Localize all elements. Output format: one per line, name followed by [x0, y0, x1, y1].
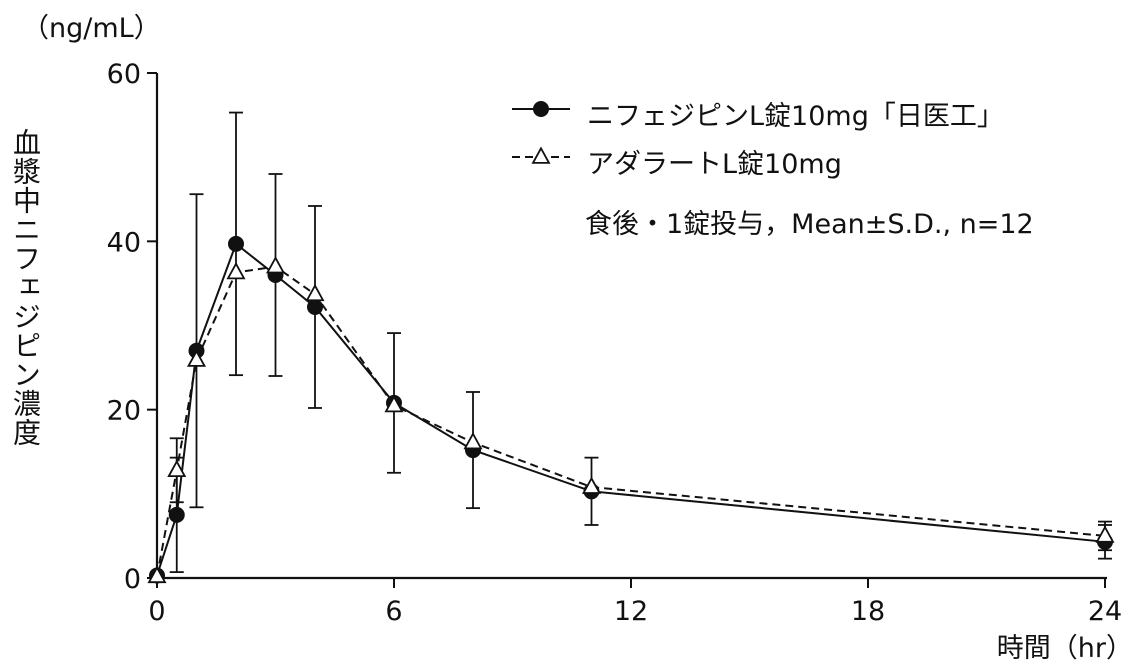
x-axis-label: 時間（hr） — [996, 633, 1133, 664]
data-point-series-1 — [168, 506, 185, 523]
y-tick-label: 40 — [107, 227, 141, 258]
x-tick-label: 18 — [851, 596, 885, 627]
y-tick-label: 0 — [124, 564, 141, 595]
x-tick-label: 0 — [148, 596, 165, 627]
data-point-series-2 — [226, 261, 246, 280]
x-tick-label: 12 — [614, 596, 648, 627]
data-point-series-2 — [463, 431, 483, 450]
y-tick-label: 60 — [107, 59, 141, 90]
y-tick-label: 20 — [107, 396, 141, 427]
chart-note: 食後・1錠投与，Mean±S.D., n=12 — [585, 209, 1034, 240]
data-point-series-2 — [147, 565, 167, 584]
legend-label-series-1: ニフェジピンL錠10mg「日医工」 — [587, 101, 1004, 132]
series-line-2 — [156, 265, 1106, 577]
data-point-series-1 — [307, 298, 323, 315]
legend-label-series-2: アダラートL錠10mg — [587, 149, 842, 180]
data-point-series-2 — [1095, 525, 1115, 543]
data-point-series-2 — [305, 283, 325, 302]
y-axis-label: 血漿中ニフェジピン濃度 — [9, 128, 42, 447]
legend-marker-series-1 — [533, 101, 549, 117]
data-point-series-2 — [186, 349, 207, 367]
x-tick-label: 24 — [1088, 596, 1122, 627]
y-unit-label: （ng/mL） — [22, 13, 161, 44]
series-line-1 — [156, 242, 1106, 576]
data-point-series-2 — [581, 476, 602, 494]
x-tick-label: 6 — [385, 596, 402, 627]
data-point-series-2 — [167, 459, 187, 478]
data-point-series-2 — [265, 256, 286, 274]
legend-marker-series-2 — [531, 146, 551, 164]
data-point-series-1 — [228, 235, 244, 252]
data-point-series-2 — [384, 394, 404, 413]
